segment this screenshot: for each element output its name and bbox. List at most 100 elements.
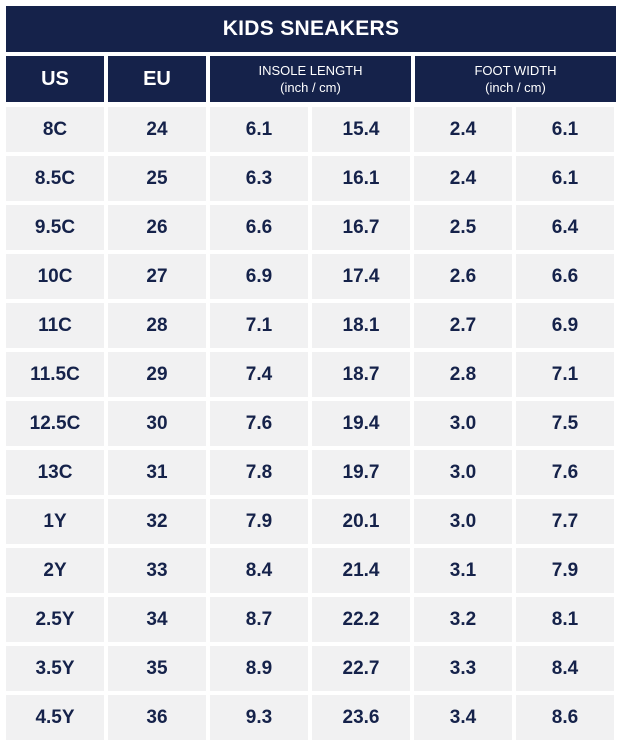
cell-insole-cm: 17.4	[312, 254, 410, 299]
cell-insole-inch: 8.4	[210, 548, 308, 593]
cell-eu-size: 27	[108, 254, 206, 299]
table-row: 11C 28 7.1 18.1 2.7 6.9	[6, 303, 616, 348]
cell-insole-cm: 22.2	[312, 597, 410, 642]
cell-us-size: 13C	[6, 450, 104, 495]
cell-foot-cm: 7.9	[516, 548, 614, 593]
table-row: 11.5C 29 7.4 18.7 2.8 7.1	[6, 352, 616, 397]
cell-insole-inch: 7.6	[210, 401, 308, 446]
cell-us-size: 2Y	[6, 548, 104, 593]
cell-insole-inch: 6.3	[210, 156, 308, 201]
cell-foot-cm: 8.4	[516, 646, 614, 691]
cell-insole-cm: 19.4	[312, 401, 410, 446]
header-foot-title: FOOT WIDTH	[474, 63, 557, 78]
cell-us-size: 10C	[6, 254, 104, 299]
size-chart: KIDS SNEAKERS US EU INSOLE LENGTH (inch …	[6, 6, 616, 740]
header-foot-width: FOOT WIDTH (inch / cm)	[415, 56, 616, 102]
chart-title: KIDS SNEAKERS	[6, 6, 616, 52]
table-row: 13C 31 7.8 19.7 3.0 7.6	[6, 450, 616, 495]
cell-us-size: 11C	[6, 303, 104, 348]
cell-foot-inch: 3.0	[414, 499, 512, 544]
cell-foot-cm: 6.4	[516, 205, 614, 250]
cell-us-size: 4.5Y	[6, 695, 104, 740]
cell-insole-cm: 16.1	[312, 156, 410, 201]
cell-foot-inch: 3.3	[414, 646, 512, 691]
table-row: 2.5Y 34 8.7 22.2 3.2 8.1	[6, 597, 616, 642]
cell-insole-inch: 6.6	[210, 205, 308, 250]
cell-eu-size: 36	[108, 695, 206, 740]
table-row: 12.5C 30 7.6 19.4 3.0 7.5	[6, 401, 616, 446]
cell-foot-inch: 3.4	[414, 695, 512, 740]
cell-foot-cm: 7.7	[516, 499, 614, 544]
header-eu: EU	[108, 56, 206, 102]
cell-foot-inch: 2.7	[414, 303, 512, 348]
cell-eu-size: 26	[108, 205, 206, 250]
cell-us-size: 8.5C	[6, 156, 104, 201]
header-insole-title: INSOLE LENGTH	[258, 63, 363, 78]
cell-foot-inch: 2.8	[414, 352, 512, 397]
cell-insole-inch: 8.7	[210, 597, 308, 642]
cell-insole-inch: 7.4	[210, 352, 308, 397]
cell-foot-cm: 6.9	[516, 303, 614, 348]
cell-foot-inch: 2.4	[414, 107, 512, 152]
cell-eu-size: 24	[108, 107, 206, 152]
cell-insole-inch: 7.1	[210, 303, 308, 348]
cell-insole-cm: 18.1	[312, 303, 410, 348]
cell-insole-inch: 9.3	[210, 695, 308, 740]
header-foot-units: (inch / cm)	[485, 80, 546, 95]
cell-us-size: 12.5C	[6, 401, 104, 446]
cell-foot-cm: 6.6	[516, 254, 614, 299]
table-row: 9.5C 26 6.6 16.7 2.5 6.4	[6, 205, 616, 250]
cell-foot-inch: 2.6	[414, 254, 512, 299]
table-row: 3.5Y 35 8.9 22.7 3.3 8.4	[6, 646, 616, 691]
table-row: 10C 27 6.9 17.4 2.6 6.6	[6, 254, 616, 299]
header-row: US EU INSOLE LENGTH (inch / cm) FOOT WID…	[6, 56, 616, 102]
cell-foot-inch: 3.0	[414, 450, 512, 495]
cell-insole-cm: 21.4	[312, 548, 410, 593]
cell-insole-inch: 7.8	[210, 450, 308, 495]
cell-eu-size: 31	[108, 450, 206, 495]
table-row: 8.5C 25 6.3 16.1 2.4 6.1	[6, 156, 616, 201]
cell-us-size: 2.5Y	[6, 597, 104, 642]
cell-insole-cm: 19.7	[312, 450, 410, 495]
cell-insole-cm: 15.4	[312, 107, 410, 152]
table-row: 4.5Y 36 9.3 23.6 3.4 8.6	[6, 695, 616, 740]
cell-foot-inch: 3.1	[414, 548, 512, 593]
cell-us-size: 8C	[6, 107, 104, 152]
cell-eu-size: 29	[108, 352, 206, 397]
cell-insole-inch: 7.9	[210, 499, 308, 544]
cell-foot-inch: 2.4	[414, 156, 512, 201]
cell-us-size: 9.5C	[6, 205, 104, 250]
cell-foot-cm: 6.1	[516, 156, 614, 201]
table-row: 2Y 33 8.4 21.4 3.1 7.9	[6, 548, 616, 593]
cell-us-size: 3.5Y	[6, 646, 104, 691]
cell-foot-cm: 7.6	[516, 450, 614, 495]
cell-foot-cm: 7.1	[516, 352, 614, 397]
cell-insole-cm: 22.7	[312, 646, 410, 691]
cell-insole-inch: 6.9	[210, 254, 308, 299]
header-us: US	[6, 56, 104, 102]
cell-insole-inch: 8.9	[210, 646, 308, 691]
cell-insole-inch: 6.1	[210, 107, 308, 152]
cell-eu-size: 33	[108, 548, 206, 593]
cell-foot-cm: 8.1	[516, 597, 614, 642]
cell-foot-cm: 8.6	[516, 695, 614, 740]
table-row: 8C 24 6.1 15.4 2.4 6.1	[6, 107, 616, 152]
cell-eu-size: 28	[108, 303, 206, 348]
header-insole-units: (inch / cm)	[280, 80, 341, 95]
cell-eu-size: 34	[108, 597, 206, 642]
cell-foot-cm: 6.1	[516, 107, 614, 152]
table-row: 1Y 32 7.9 20.1 3.0 7.7	[6, 499, 616, 544]
cell-insole-cm: 16.7	[312, 205, 410, 250]
cell-insole-cm: 20.1	[312, 499, 410, 544]
cell-us-size: 11.5C	[6, 352, 104, 397]
cell-us-size: 1Y	[6, 499, 104, 544]
cell-foot-cm: 7.5	[516, 401, 614, 446]
cell-eu-size: 35	[108, 646, 206, 691]
cell-eu-size: 32	[108, 499, 206, 544]
cell-foot-inch: 2.5	[414, 205, 512, 250]
cell-eu-size: 30	[108, 401, 206, 446]
table-body: 8C 24 6.1 15.4 2.4 6.1 8.5C 25 6.3 16.1 2.4 6.1 9.5C…	[6, 107, 616, 740]
cell-insole-cm: 23.6	[312, 695, 410, 740]
cell-insole-cm: 18.7	[312, 352, 410, 397]
cell-eu-size: 25	[108, 156, 206, 201]
